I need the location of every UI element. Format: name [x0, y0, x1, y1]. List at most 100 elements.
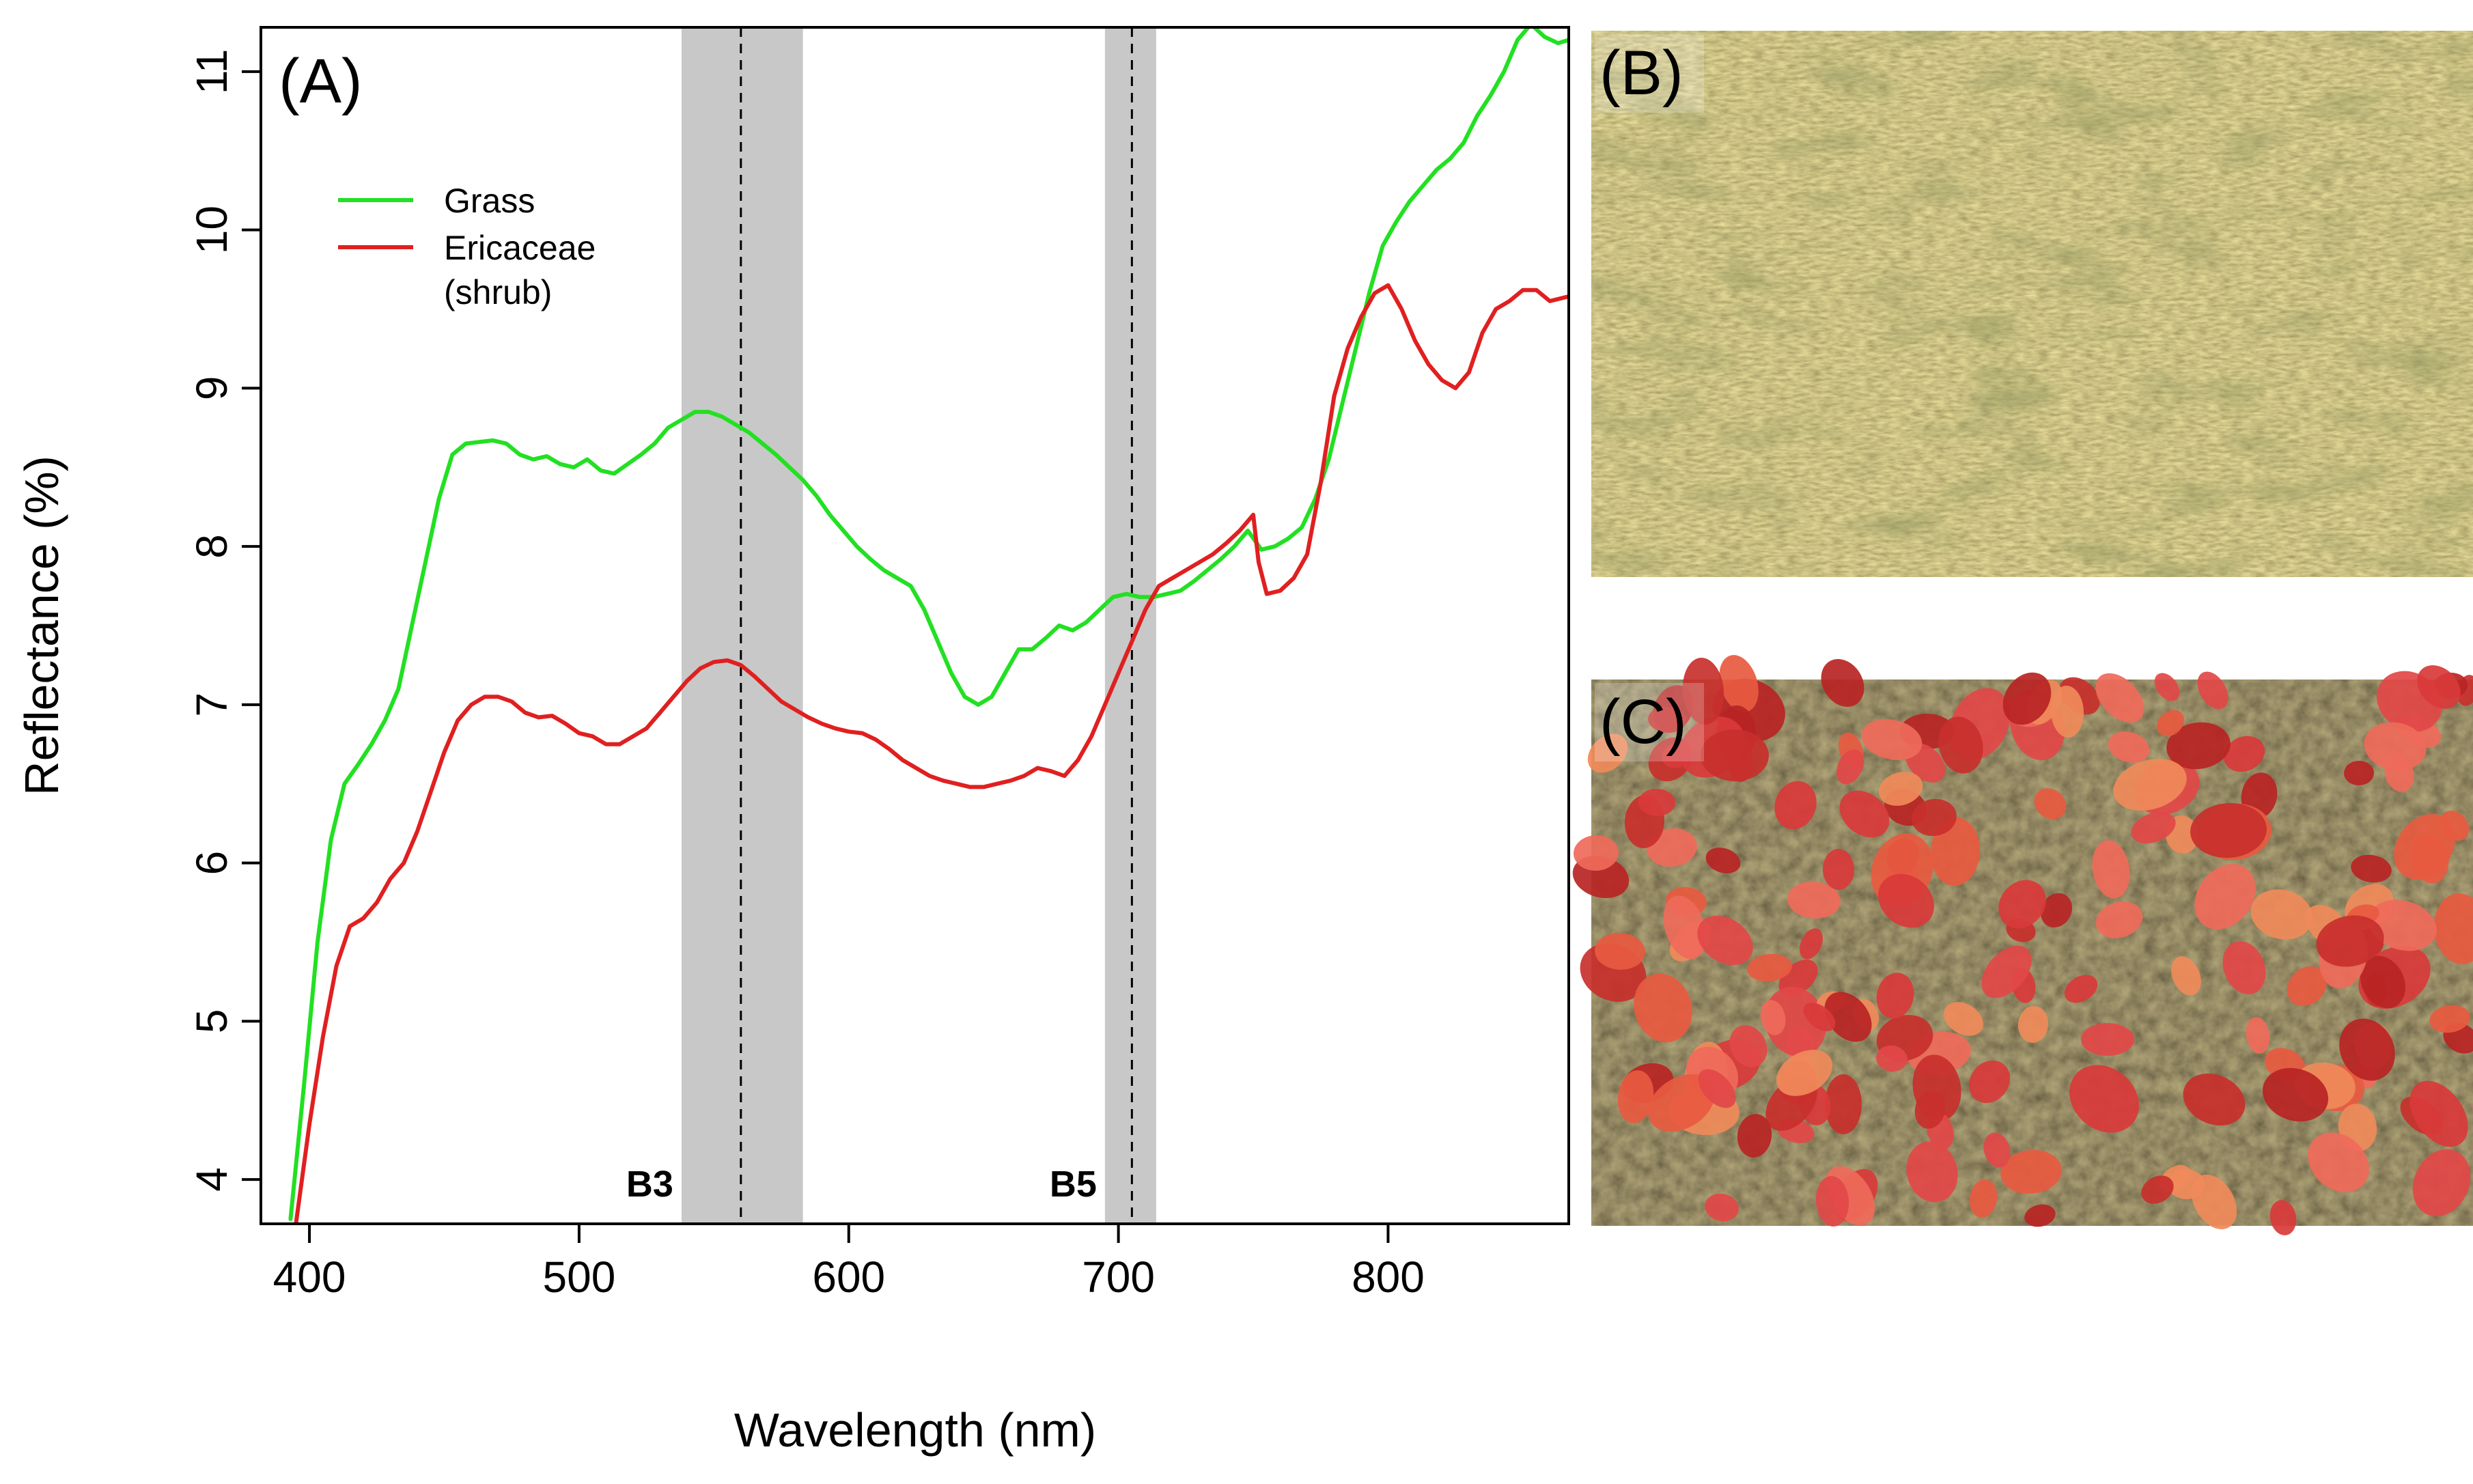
leaf: [2412, 1149, 2471, 1217]
leaf: [2166, 722, 2231, 770]
leaf: [2156, 710, 2185, 737]
y-tick-label: 6: [187, 851, 236, 876]
leaf: [1912, 798, 1957, 837]
leaf: [1719, 655, 1759, 712]
y-tick-label: 5: [187, 1009, 236, 1034]
leaf: [1595, 932, 1645, 970]
leaf: [2092, 840, 2130, 899]
band-b3: [681, 27, 803, 1224]
leaf: [1815, 1176, 1849, 1227]
leaf: [1698, 1069, 1736, 1108]
leaf: [1877, 873, 1935, 928]
leaf: [2108, 731, 2150, 763]
leaf: [1774, 781, 1817, 830]
leaf: [1938, 716, 1983, 774]
panel-label-a: (A): [279, 46, 363, 116]
leaf: [1701, 729, 1769, 782]
leaf: [2222, 941, 2266, 994]
leaf: [2194, 863, 2256, 930]
leaf: [1682, 658, 1724, 725]
legend-shrub-label-sub: (shrub): [444, 273, 552, 311]
leaf: [2316, 915, 2384, 967]
leaf: [2250, 889, 2313, 940]
leaf: [2308, 1132, 2369, 1192]
y-tick-label: 8: [187, 534, 236, 559]
leaf: [1836, 749, 1864, 785]
x-tick-label: 800: [1352, 1252, 1425, 1302]
leaf: [1914, 1091, 1946, 1129]
leaf: [2050, 686, 2084, 738]
leaf: [1824, 992, 1872, 1042]
leaf: [2113, 759, 2187, 811]
leaf: [1747, 953, 1792, 982]
plot-frame: [260, 26, 1570, 1225]
panel-label-c: (C): [1599, 687, 1687, 757]
legend-shrub-label: Ericaceae: [444, 229, 596, 267]
leaf: [2024, 1204, 2056, 1227]
leaf: [2197, 671, 2229, 710]
leaf: [2344, 760, 2374, 786]
leaf: [2339, 1018, 2395, 1081]
leaf: [1878, 772, 1923, 806]
leaf: [2183, 1073, 2246, 1126]
leaf: [2141, 1175, 2174, 1204]
leaf: [1981, 945, 2032, 998]
leaf: [1705, 1193, 1739, 1222]
leaf: [1906, 1141, 1958, 1203]
leaf: [1648, 706, 1686, 733]
leaf: [2095, 673, 2144, 723]
leaf: [1617, 1070, 1654, 1123]
leaf: [2095, 901, 2143, 938]
leaf: [2364, 722, 2427, 771]
y-tick-label: 9: [187, 376, 236, 401]
leaf: [2131, 811, 2176, 844]
leaf: [2040, 893, 2073, 928]
leaf: [1998, 880, 2046, 929]
y-axis: 4 5 6 7 8 9 10 11: [187, 49, 261, 1192]
leaf: [2269, 1200, 2297, 1235]
leaf: [1587, 733, 1628, 773]
leaf: [1800, 928, 1823, 960]
leaf: [1821, 659, 1864, 707]
photo-grass: (B): [1591, 31, 2473, 577]
leaf: [1705, 848, 1741, 873]
shrub-leaves: [1572, 655, 2473, 1235]
spectral-chart: B3 B5 400 500 600 700 800 4 5 6 7 8 9 10 11 Waveleng…: [15, 26, 1570, 1457]
leaf: [1776, 1050, 1833, 1096]
band-b5: [1104, 27, 1156, 1224]
leaf: [1839, 790, 1890, 838]
x-axis-title: Wavelength (nm): [734, 1403, 1096, 1457]
leaf: [1876, 972, 1914, 1019]
leaf: [2034, 788, 2067, 820]
leaf: [1787, 881, 1841, 919]
leaf: [2433, 893, 2473, 964]
leaf: [2440, 810, 2470, 841]
leaf: [1968, 1060, 2011, 1104]
leaf: [2287, 966, 2328, 1007]
leaf: [1697, 915, 1753, 966]
leaf: [1803, 1003, 1836, 1031]
leaf: [2154, 673, 2180, 701]
leaf: [1861, 718, 1923, 761]
leaf: [1969, 1179, 1998, 1218]
leaf: [2000, 1149, 2062, 1194]
leaf: [2351, 854, 2392, 883]
legend-grass-label: Grass: [444, 182, 535, 220]
legend: Grass Ericaceae (shrub): [338, 182, 596, 311]
leaf: [1663, 895, 1707, 960]
leaf: [2223, 736, 2265, 772]
leaf: [2394, 813, 2455, 880]
leaf: [1729, 1025, 1768, 1067]
leaf: [1647, 1074, 1716, 1132]
band-highlights: [681, 27, 1156, 1224]
series-line-ericaceae: [294, 283, 1569, 1224]
leaf: [2064, 975, 2098, 1003]
x-tick-label: 600: [812, 1252, 885, 1302]
leaf: [1983, 1132, 2011, 1168]
leaf: [1944, 1002, 1983, 1036]
band-label-b3: B3: [626, 1164, 673, 1205]
leaf: [2167, 1168, 2205, 1200]
leaf: [2360, 955, 2406, 1009]
panel-label-b: (B): [1599, 38, 1683, 108]
leaf: [2368, 899, 2437, 951]
